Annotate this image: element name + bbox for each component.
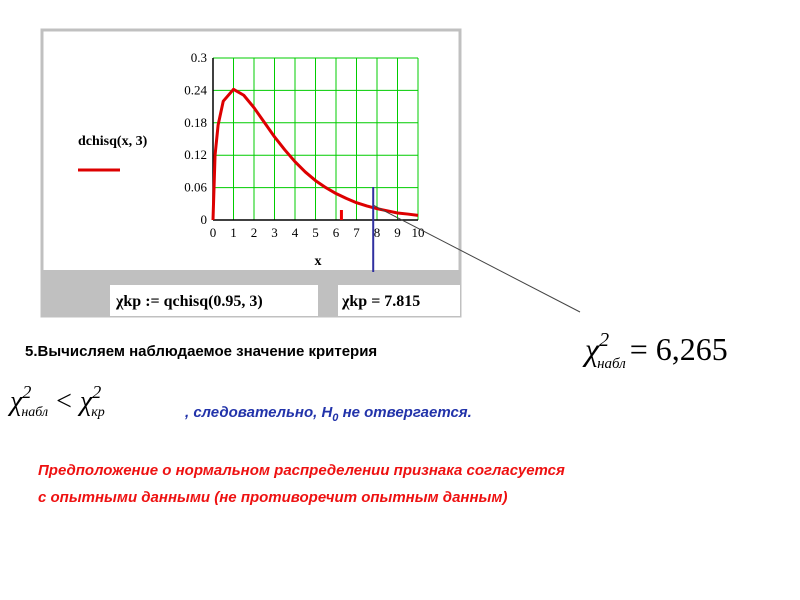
y-axis-label: dchisq(x, 3): [78, 134, 148, 149]
conclusion: , следовательно, H0 не отвергается.: [184, 404, 472, 424]
conclusion-pre: , следовательно,: [184, 404, 321, 421]
hypothesis-sub: 0: [332, 412, 339, 424]
value: = 6,265: [630, 331, 728, 367]
hypothesis: H: [321, 404, 333, 421]
symbol: χ: [7, 386, 23, 417]
x-tick-label: 10: [412, 225, 425, 240]
symbol: χ: [582, 331, 600, 367]
step-text: 5.Вычисляем наблюдаемое значение критери…: [25, 343, 377, 360]
x-tick-label: 1: [230, 225, 237, 240]
formula-def: χkp := qchisq(0.95, 3): [115, 293, 263, 310]
formula-box: [338, 285, 460, 316]
x-tick-label: 5: [312, 225, 319, 240]
note-line: Предположение о нормальном распределении…: [38, 462, 565, 479]
x-tick-label: 7: [353, 225, 360, 240]
y-tick-label: 0.18: [184, 115, 207, 130]
x-axis-label: x: [315, 254, 322, 269]
power: 2: [92, 382, 101, 402]
power: 2: [599, 329, 609, 351]
y-tick-label: 0.12: [184, 147, 207, 162]
x-tick-label: 2: [251, 225, 258, 240]
y-tick-label: 0.3: [191, 50, 207, 65]
x-tick-label: 9: [394, 225, 401, 240]
note-line: с опытными данными (не противоречит опыт…: [38, 489, 507, 506]
x-tick-label: 3: [271, 225, 278, 240]
conclusion-post: не отвергается.: [338, 404, 471, 421]
power: 2: [22, 382, 31, 402]
x-tick-label: 8: [374, 225, 381, 240]
y-tick-label: 0.06: [184, 180, 207, 195]
operator: <: [56, 386, 72, 417]
formula-box: [110, 285, 318, 316]
comparison: χ2 набл < χ2 кр: [7, 382, 105, 420]
x-tick-label: 0: [210, 225, 217, 240]
x-tick-label: 4: [292, 225, 299, 240]
pointer-line: [372, 204, 581, 313]
symbol: χ: [77, 386, 93, 417]
subscript: кр: [91, 405, 105, 420]
chi-observed: χ2 набл = 6,265: [582, 329, 728, 372]
formula-result: χkp = 7.815: [341, 293, 420, 310]
x-tick-label: 6: [333, 225, 340, 240]
y-tick-label: 0.24: [184, 82, 207, 97]
y-tick-label: 0: [201, 212, 208, 227]
subscript: набл: [597, 356, 626, 372]
subscript: набл: [21, 405, 48, 420]
